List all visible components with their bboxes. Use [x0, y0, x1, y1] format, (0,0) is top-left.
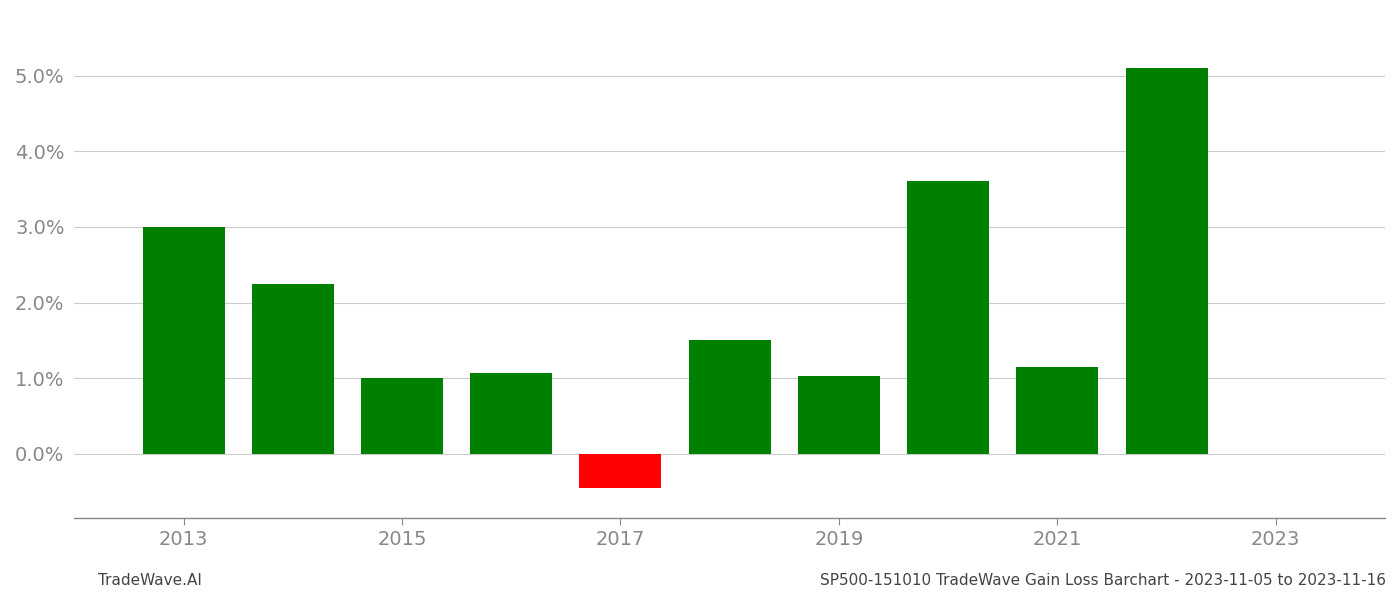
Bar [252, 284, 333, 454]
Bar [1016, 367, 1098, 454]
Bar [689, 340, 770, 454]
Bar [1126, 68, 1208, 454]
Text: TradeWave.AI: TradeWave.AI [98, 573, 202, 588]
Bar [798, 376, 879, 454]
Text: SP500-151010 TradeWave Gain Loss Barchart - 2023-11-05 to 2023-11-16: SP500-151010 TradeWave Gain Loss Barchar… [820, 573, 1386, 588]
Bar [470, 373, 552, 454]
Bar [580, 454, 661, 488]
Bar [143, 227, 224, 454]
Bar [361, 378, 442, 454]
Bar [907, 181, 988, 454]
